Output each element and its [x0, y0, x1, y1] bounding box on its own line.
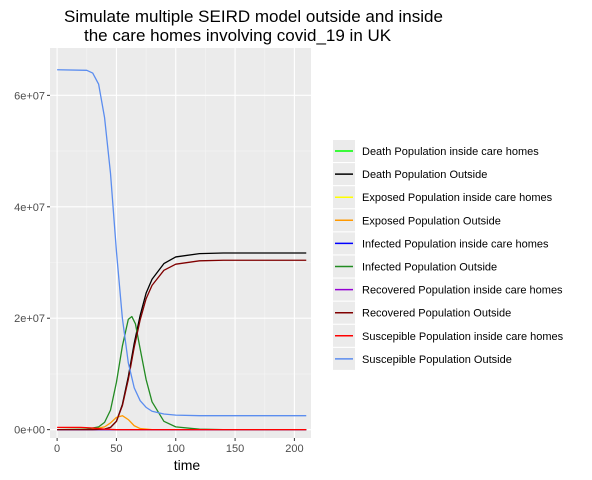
plot-panel: [50, 48, 311, 438]
series-line-9: [57, 69, 307, 417]
legend-label: Infected Population inside care homes: [362, 238, 549, 250]
legend-label: Suscepible Population Outside: [362, 354, 512, 366]
x-tick-label: 0: [54, 443, 60, 455]
chart-title-line-1: Simulate multiple SEIRD model outside an…: [64, 7, 443, 26]
legend-label: Death Population Outside: [362, 169, 487, 181]
legend-label: Exposed Population inside care homes: [362, 192, 553, 204]
x-tick-label: 200: [285, 443, 303, 455]
chart-title-line-2: the care homes involving covid_19 in UK: [84, 26, 392, 45]
y-axis: 0e+00 2e+07 4e+07 6e+07: [14, 90, 50, 437]
x-tick-label: 100: [167, 443, 185, 455]
legend-label: Exposed Population Outside: [362, 215, 501, 227]
legend-label: Death Population inside care homes: [362, 146, 539, 158]
series-line-5: [57, 315, 307, 431]
y-tick-label: 2e+07: [14, 313, 45, 325]
y-tick-label: 6e+07: [14, 90, 45, 102]
series-line-3: [57, 415, 307, 431]
series-lines: [57, 69, 307, 431]
x-tick-label: 150: [226, 443, 244, 455]
y-tick-label: 4e+07: [14, 202, 45, 214]
x-tick-label: 50: [110, 443, 122, 455]
series-line-7: [57, 259, 307, 431]
legend-label: Recovered Population Outside: [362, 308, 511, 320]
y-tick-label: 0e+00: [14, 425, 45, 437]
x-axis: 0 50 100 150 200: [54, 438, 304, 455]
legend-label: Recovered Population inside care homes: [362, 285, 563, 297]
x-axis-label: time: [174, 457, 201, 473]
legend-label: Infected Population Outside: [362, 262, 497, 274]
series-line-8: [57, 426, 307, 431]
legend: Death Population inside care homes Death …: [333, 140, 564, 370]
legend-label: Suscepible Population inside care homes: [362, 331, 564, 343]
